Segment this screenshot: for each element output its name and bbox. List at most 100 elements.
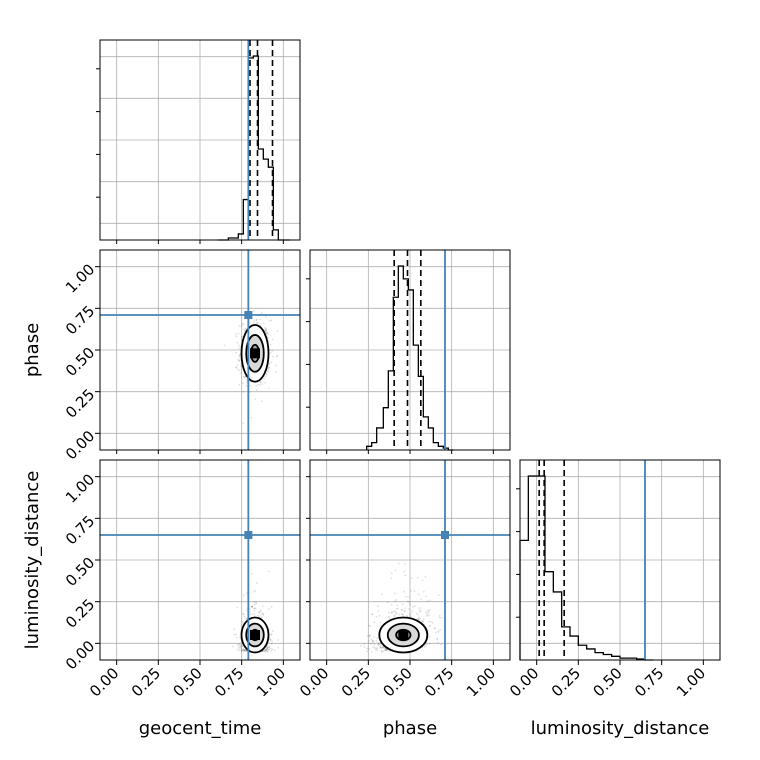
scatter-point bbox=[427, 614, 430, 617]
scatter-point bbox=[394, 592, 396, 595]
scatter-point bbox=[271, 640, 274, 643]
scatter-point bbox=[376, 625, 379, 628]
scatter-point bbox=[267, 646, 269, 649]
scatter-point bbox=[242, 594, 245, 597]
scatter-point bbox=[396, 607, 399, 610]
hist-panel-phase bbox=[306, 249, 511, 454]
density-peak bbox=[250, 348, 260, 359]
scatter-point bbox=[265, 373, 268, 376]
joint-panel-geocent_time-phase bbox=[99, 249, 301, 454]
scatter-point bbox=[375, 647, 378, 650]
scatter-point bbox=[424, 575, 427, 578]
scatter-point bbox=[255, 384, 258, 387]
scatter-point bbox=[428, 642, 431, 645]
scatter-point bbox=[372, 641, 375, 644]
scatter-point bbox=[269, 343, 272, 346]
x-tick-label: 0.00 bbox=[506, 664, 542, 700]
scatter-point bbox=[407, 596, 409, 598]
scatter-point bbox=[251, 605, 253, 608]
scatter-point bbox=[372, 646, 374, 649]
scatter-point bbox=[255, 601, 258, 604]
scatter-point bbox=[237, 642, 240, 645]
scatter-point bbox=[234, 333, 237, 336]
scatter-point bbox=[415, 612, 418, 615]
scatter-point bbox=[438, 616, 441, 619]
x-tick-label: 0.50 bbox=[169, 664, 205, 700]
hist-panel-luminosity_distance bbox=[516, 459, 721, 661]
scatter-point bbox=[235, 366, 238, 369]
scatter-point bbox=[371, 640, 374, 643]
y-axis-title-phase: phase bbox=[22, 323, 43, 377]
scatter-point bbox=[238, 383, 241, 386]
scatter-point bbox=[429, 625, 431, 627]
scatter-point bbox=[417, 613, 419, 616]
y-tick-label: 1.00 bbox=[62, 260, 98, 296]
x-tick-label: 1.00 bbox=[673, 664, 709, 700]
scatter-point bbox=[264, 375, 267, 378]
scatter-point bbox=[388, 617, 391, 619]
y-tick-label: 0.50 bbox=[62, 554, 98, 590]
scatter-point bbox=[434, 627, 437, 630]
scatter-point bbox=[379, 642, 382, 645]
scatter-point bbox=[369, 625, 372, 628]
scatter-point bbox=[431, 622, 434, 624]
scatter-point bbox=[368, 634, 371, 637]
scatter-point bbox=[377, 644, 380, 647]
scatter-point bbox=[382, 650, 385, 653]
scatter-point bbox=[406, 615, 408, 617]
scatter-point bbox=[267, 369, 269, 372]
scatter-point bbox=[249, 613, 252, 616]
scatter-point bbox=[380, 650, 383, 653]
scatter-point bbox=[272, 630, 274, 632]
scatter-point bbox=[245, 592, 248, 595]
scatter-point bbox=[264, 329, 267, 332]
scatter-point bbox=[265, 372, 268, 375]
scatter-point bbox=[270, 606, 273, 608]
scatter-point bbox=[379, 646, 382, 649]
scatter-point bbox=[436, 638, 439, 641]
scatter-point bbox=[372, 639, 375, 642]
scatter-point bbox=[395, 611, 398, 614]
scatter-point bbox=[417, 616, 420, 619]
scatter-point bbox=[373, 621, 376, 624]
scatter-point bbox=[420, 598, 423, 601]
scatter-point bbox=[253, 607, 255, 610]
scatter-point bbox=[426, 600, 429, 603]
scatter-point bbox=[264, 381, 266, 384]
scatter-point bbox=[238, 344, 240, 347]
scatter-point bbox=[403, 590, 406, 593]
scatter-point bbox=[264, 328, 267, 330]
scatter-point bbox=[426, 643, 428, 646]
scatter-point bbox=[265, 329, 267, 332]
scatter-point bbox=[368, 635, 371, 638]
scatter-point bbox=[417, 593, 420, 596]
scatter-point bbox=[380, 624, 382, 627]
scatter-point bbox=[426, 614, 428, 617]
scatter-point bbox=[265, 648, 268, 651]
scatter-point bbox=[240, 645, 242, 647]
scatter-point bbox=[240, 649, 243, 652]
scatter-point bbox=[276, 330, 279, 332]
scatter-point bbox=[265, 648, 268, 651]
scatter-point bbox=[238, 324, 241, 327]
scatter-point bbox=[253, 603, 256, 606]
scatter-point bbox=[268, 362, 271, 365]
scatter-point bbox=[390, 572, 393, 575]
scatter-point bbox=[404, 563, 406, 565]
scatter-point bbox=[252, 590, 255, 593]
truth-marker bbox=[441, 531, 449, 539]
scatter-point bbox=[421, 579, 424, 582]
scatter-point bbox=[238, 359, 241, 362]
scatter-point bbox=[264, 649, 267, 652]
scatter-point bbox=[255, 582, 258, 585]
scatter-point bbox=[254, 607, 257, 610]
scatter-point bbox=[272, 355, 274, 358]
scatter-point bbox=[394, 610, 396, 613]
scatter-point bbox=[385, 648, 388, 651]
scatter-point bbox=[264, 327, 266, 329]
scatter-point bbox=[401, 613, 404, 616]
scatter-point bbox=[376, 637, 379, 640]
scatter-point bbox=[419, 618, 422, 621]
scatter-point bbox=[385, 649, 388, 652]
scatter-point bbox=[257, 383, 259, 386]
